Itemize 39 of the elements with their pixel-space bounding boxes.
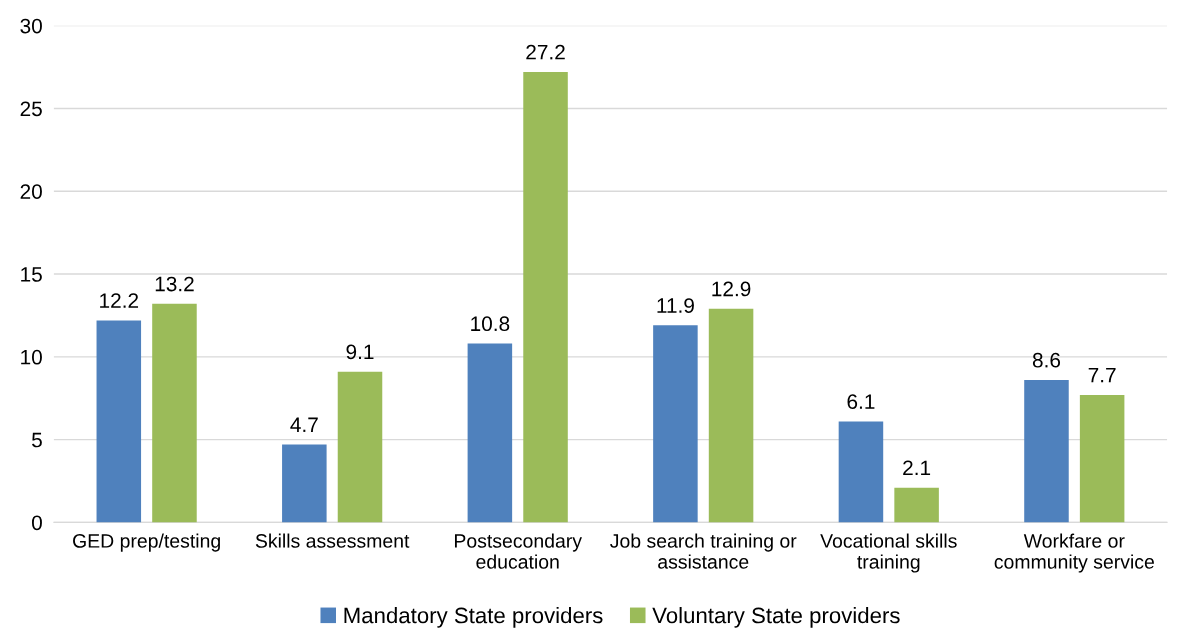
y-tick-label: 30 [20,18,42,34]
bar [152,303,197,523]
bar [282,444,327,523]
bar [467,343,513,523]
data-label: 9.1 [346,344,374,360]
bar [523,72,568,523]
data-label: 12.2 [100,293,139,308]
bar [653,325,698,523]
y-tick-label: 10 [21,349,42,365]
y-tick-label: 20 [20,184,42,199]
x-tick-label: Job search training or assistance [610,533,797,569]
legend-label: Voluntary State providers [652,607,900,628]
y-tick-label: 0 [31,515,42,531]
x-tick-label: Vocational skills training [820,533,957,573]
bar [708,308,754,523]
x-tick-label: Workfare or community service [994,533,1154,573]
data-label: 27.2 [526,44,565,60]
x-tick-label: Skills assessment [255,533,410,548]
data-label: 4.7 [290,417,318,432]
bar [838,421,884,523]
data-label: 6.1 [847,394,875,409]
x-tick-label: GED prep/testing [73,533,220,552]
legend-label: Mandatory State providers [344,607,603,628]
bar [894,487,939,523]
y-tick-label: 15 [21,267,42,282]
data-label: 13.2 [155,276,194,292]
data-label: 7.7 [1088,367,1116,383]
bar [337,371,383,523]
bar [96,320,142,523]
data-label: 11.9 [657,298,694,313]
data-label: 12.9 [712,281,751,297]
x-tick-label: Postsecondary education [454,533,582,569]
y-tick-label: 5 [32,432,42,448]
data-label: 2.1 [903,460,931,475]
data-label: 10.8 [471,316,510,332]
data-label: 8.6 [1032,352,1061,368]
bar [1024,380,1069,523]
y-tick-label: 25 [20,101,42,117]
bar [1079,394,1125,523]
